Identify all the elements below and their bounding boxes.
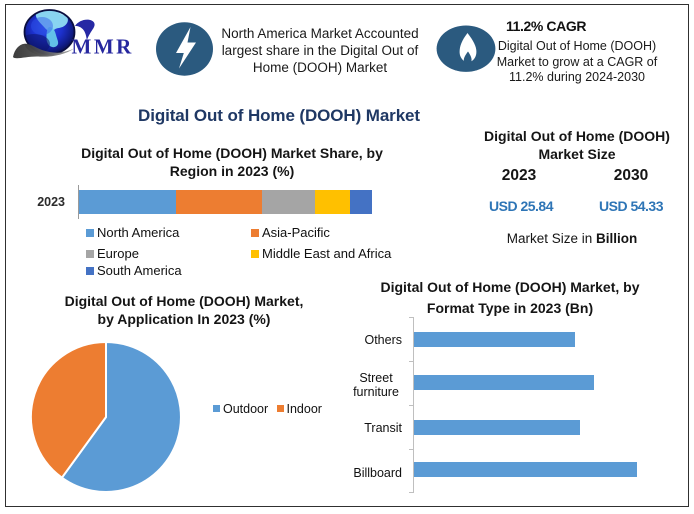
svg-text:MMR: MMR bbox=[72, 35, 134, 59]
